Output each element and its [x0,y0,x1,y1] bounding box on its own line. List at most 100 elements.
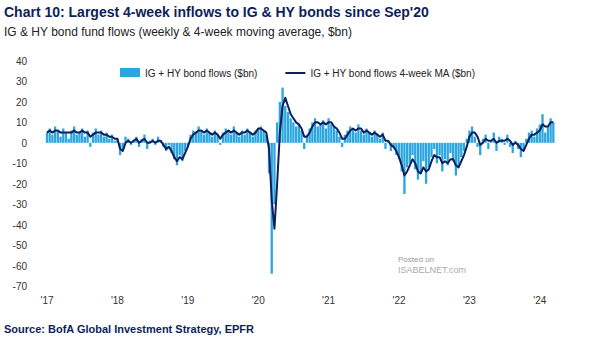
bar [360,131,362,143]
x-tick-label: '23 [463,295,476,306]
y-tick [34,245,37,246]
bar [436,143,438,163]
plot [46,88,555,274]
bar [238,137,240,143]
y-tick-label: 40 [16,56,28,67]
bar [54,126,56,142]
y-tick-label: -70 [13,281,28,292]
y-tick [34,163,37,164]
bar [179,143,181,155]
y-tick-label: 20 [16,97,28,108]
y-tick-label: -60 [13,261,28,272]
bar [290,118,292,143]
bar [430,143,432,157]
bar [46,133,48,143]
bar [284,106,286,143]
bar [455,143,457,176]
bar [552,122,554,142]
y-tick-label: -40 [13,220,28,231]
y-tick-label: -10 [13,158,28,169]
bar [441,143,443,172]
bar [65,133,67,143]
bar [73,126,75,142]
bar [487,143,489,149]
legend-swatch [285,72,305,74]
y-tick-label: -30 [13,199,28,210]
y-tick [34,224,37,225]
bar [403,143,405,194]
chart: Chart 10: Largest 4-week inflows to IG &… [0,0,605,341]
bar [95,129,97,143]
bar [168,143,170,145]
bar [425,143,427,184]
watermark: Posted on [398,255,434,264]
bar [444,143,446,159]
bar [420,143,422,174]
y-tick [34,81,37,82]
bar [292,122,294,142]
bar [276,122,278,142]
bar [544,133,546,143]
bar [325,129,327,143]
y-tick [34,101,37,102]
bar [371,137,373,143]
bar [273,143,275,204]
bar [341,143,343,147]
y-tick-label: 10 [16,117,28,128]
y-tick [34,183,37,184]
bar [303,143,305,149]
bar [357,124,359,142]
bar [203,135,205,143]
bar [84,137,86,143]
y-tick [34,61,37,62]
bar [352,129,354,143]
bar [411,143,413,155]
bar [433,143,435,149]
x-tick-label: '24 [533,295,546,306]
subtitle: IG & HY bond fund flows (weekly & 4-week… [4,25,352,39]
bar [422,143,424,161]
bar [76,135,78,143]
bar [333,126,335,142]
legend-swatch [120,68,140,77]
source: Source: BofA Global Investment Strategy,… [4,323,254,335]
y-tick [34,286,37,287]
bar [460,143,462,157]
bar [533,137,535,143]
bar [211,137,213,143]
y-tick-label: 30 [16,76,28,87]
bar [417,143,419,180]
bar [476,143,478,147]
bar [89,143,91,147]
bar [409,143,411,163]
bar [97,135,99,143]
bar [59,137,61,143]
bar [338,137,340,143]
bar [197,126,199,142]
bar [384,143,386,149]
legend-label: IG + HY bond flows 4-week MA ($bn) [310,68,475,79]
bar [108,139,110,143]
bar [51,135,53,143]
bar [244,135,246,143]
bar [503,143,505,145]
bar [317,126,319,142]
y-tick-label: 0 [21,138,27,149]
x-tick-label: '22 [392,295,405,306]
bar [295,126,297,142]
x-tick-label: '20 [252,295,265,306]
x-tick-label: '17 [40,295,53,306]
watermark: ISABELNET.com [398,265,466,275]
bar [495,143,497,151]
bar [536,129,538,143]
bar [363,135,365,143]
y-tick [34,204,37,205]
bar [78,133,80,143]
bar [438,143,440,155]
bar [287,112,289,143]
bar [219,143,221,145]
y-tick-label: -50 [13,240,28,251]
bar [114,141,116,143]
bar [319,124,321,142]
bar [225,129,227,143]
